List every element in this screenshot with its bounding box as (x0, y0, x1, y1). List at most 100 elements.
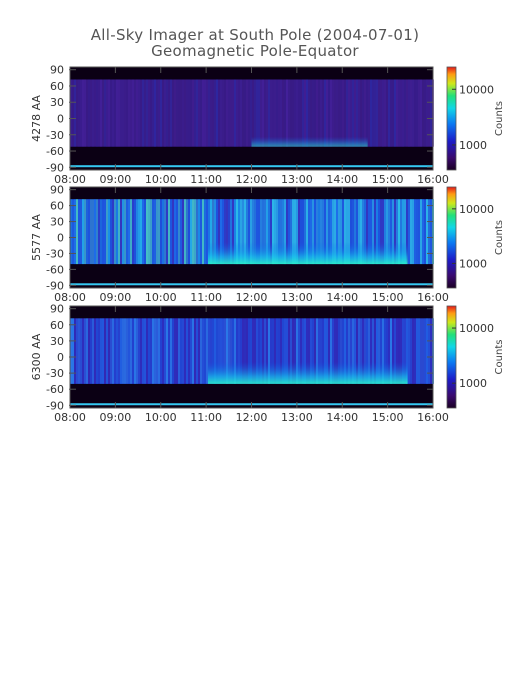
image-column (358, 79, 360, 147)
image-column (112, 79, 114, 147)
image-column (262, 79, 264, 147)
image-column (296, 318, 298, 384)
image-column (118, 79, 120, 147)
image-column (226, 318, 228, 384)
image-column (100, 318, 102, 384)
image-column (202, 79, 204, 147)
image-column (234, 318, 236, 384)
image-column (222, 199, 224, 265)
image-column (288, 199, 290, 265)
image-column (340, 199, 342, 265)
image-column (360, 199, 362, 265)
image-column (274, 79, 276, 147)
image-column (186, 79, 188, 147)
image-column (318, 318, 320, 384)
image-column (96, 318, 98, 384)
image-column (80, 318, 82, 384)
image-column (184, 318, 186, 384)
image-column (170, 199, 172, 265)
image-column (260, 199, 262, 265)
image-column (110, 79, 112, 147)
image-column (290, 79, 292, 147)
image-column (394, 318, 396, 384)
image-column (400, 199, 402, 265)
image-column (178, 318, 180, 384)
image-column (212, 79, 214, 147)
image-column (202, 199, 204, 265)
image-column (400, 318, 402, 384)
y-tick-label: -90 (46, 399, 64, 412)
image-column (314, 318, 316, 384)
image-column (70, 318, 72, 384)
image-column (404, 199, 406, 265)
y-axis-label: 6300 AA (30, 333, 43, 380)
image-column (308, 79, 310, 147)
image-column (174, 318, 176, 384)
image-column (260, 318, 262, 384)
image-column (286, 199, 288, 265)
x-tick-label: 13:00 (281, 173, 313, 186)
image-column (248, 79, 250, 147)
image-column (354, 318, 356, 384)
image-column (306, 79, 308, 147)
image-column (328, 79, 330, 147)
image-column (278, 199, 280, 265)
image-column (274, 318, 276, 384)
image-column (90, 318, 92, 384)
image-column (266, 199, 268, 265)
image-column (302, 79, 304, 147)
image-column (208, 199, 210, 265)
colorbar-label: Counts (494, 101, 505, 136)
image-column (142, 199, 144, 265)
y-tick-label: 90 (50, 64, 64, 77)
image-column (386, 318, 388, 384)
image-column (246, 199, 248, 265)
image-column (272, 318, 274, 384)
image-column (228, 79, 230, 147)
image-column (220, 199, 222, 265)
image-column (96, 79, 98, 147)
image-column (102, 79, 104, 147)
x-tick-label: 16:00 (417, 291, 449, 304)
image-column (386, 79, 388, 147)
image-column (244, 318, 246, 384)
image-column (272, 199, 274, 265)
image-column (366, 199, 368, 265)
image-column (218, 199, 220, 265)
image-column (160, 79, 162, 147)
image-column (422, 318, 424, 384)
image-column (90, 79, 92, 147)
image-column (246, 318, 248, 384)
image-column (256, 318, 258, 384)
image-column (406, 79, 408, 147)
image-column (296, 199, 298, 265)
colorbar-tick-label: 10000 (459, 322, 494, 335)
image-column (110, 199, 112, 265)
image-column (376, 318, 378, 384)
image-column (100, 199, 102, 265)
image-column (122, 79, 124, 147)
y-tick-label: 60 (50, 200, 64, 213)
image-column (392, 318, 394, 384)
image-column (118, 318, 120, 384)
image-column (240, 79, 242, 147)
image-column (270, 199, 272, 265)
image-column (392, 199, 394, 265)
image-column (284, 199, 286, 265)
image-column (176, 199, 178, 265)
image-column (408, 199, 410, 265)
image-column (364, 199, 366, 265)
image-column (332, 199, 334, 265)
image-column (92, 318, 94, 384)
image-column (368, 318, 370, 384)
image-column (202, 318, 204, 384)
image-column (98, 318, 100, 384)
image-column (76, 79, 78, 147)
y-tick-label: 0 (57, 113, 64, 126)
image-column (322, 79, 324, 147)
image-column (126, 199, 128, 265)
image-column (334, 79, 336, 147)
image-column (258, 79, 260, 147)
image-column (222, 318, 224, 384)
image-column (428, 79, 430, 147)
